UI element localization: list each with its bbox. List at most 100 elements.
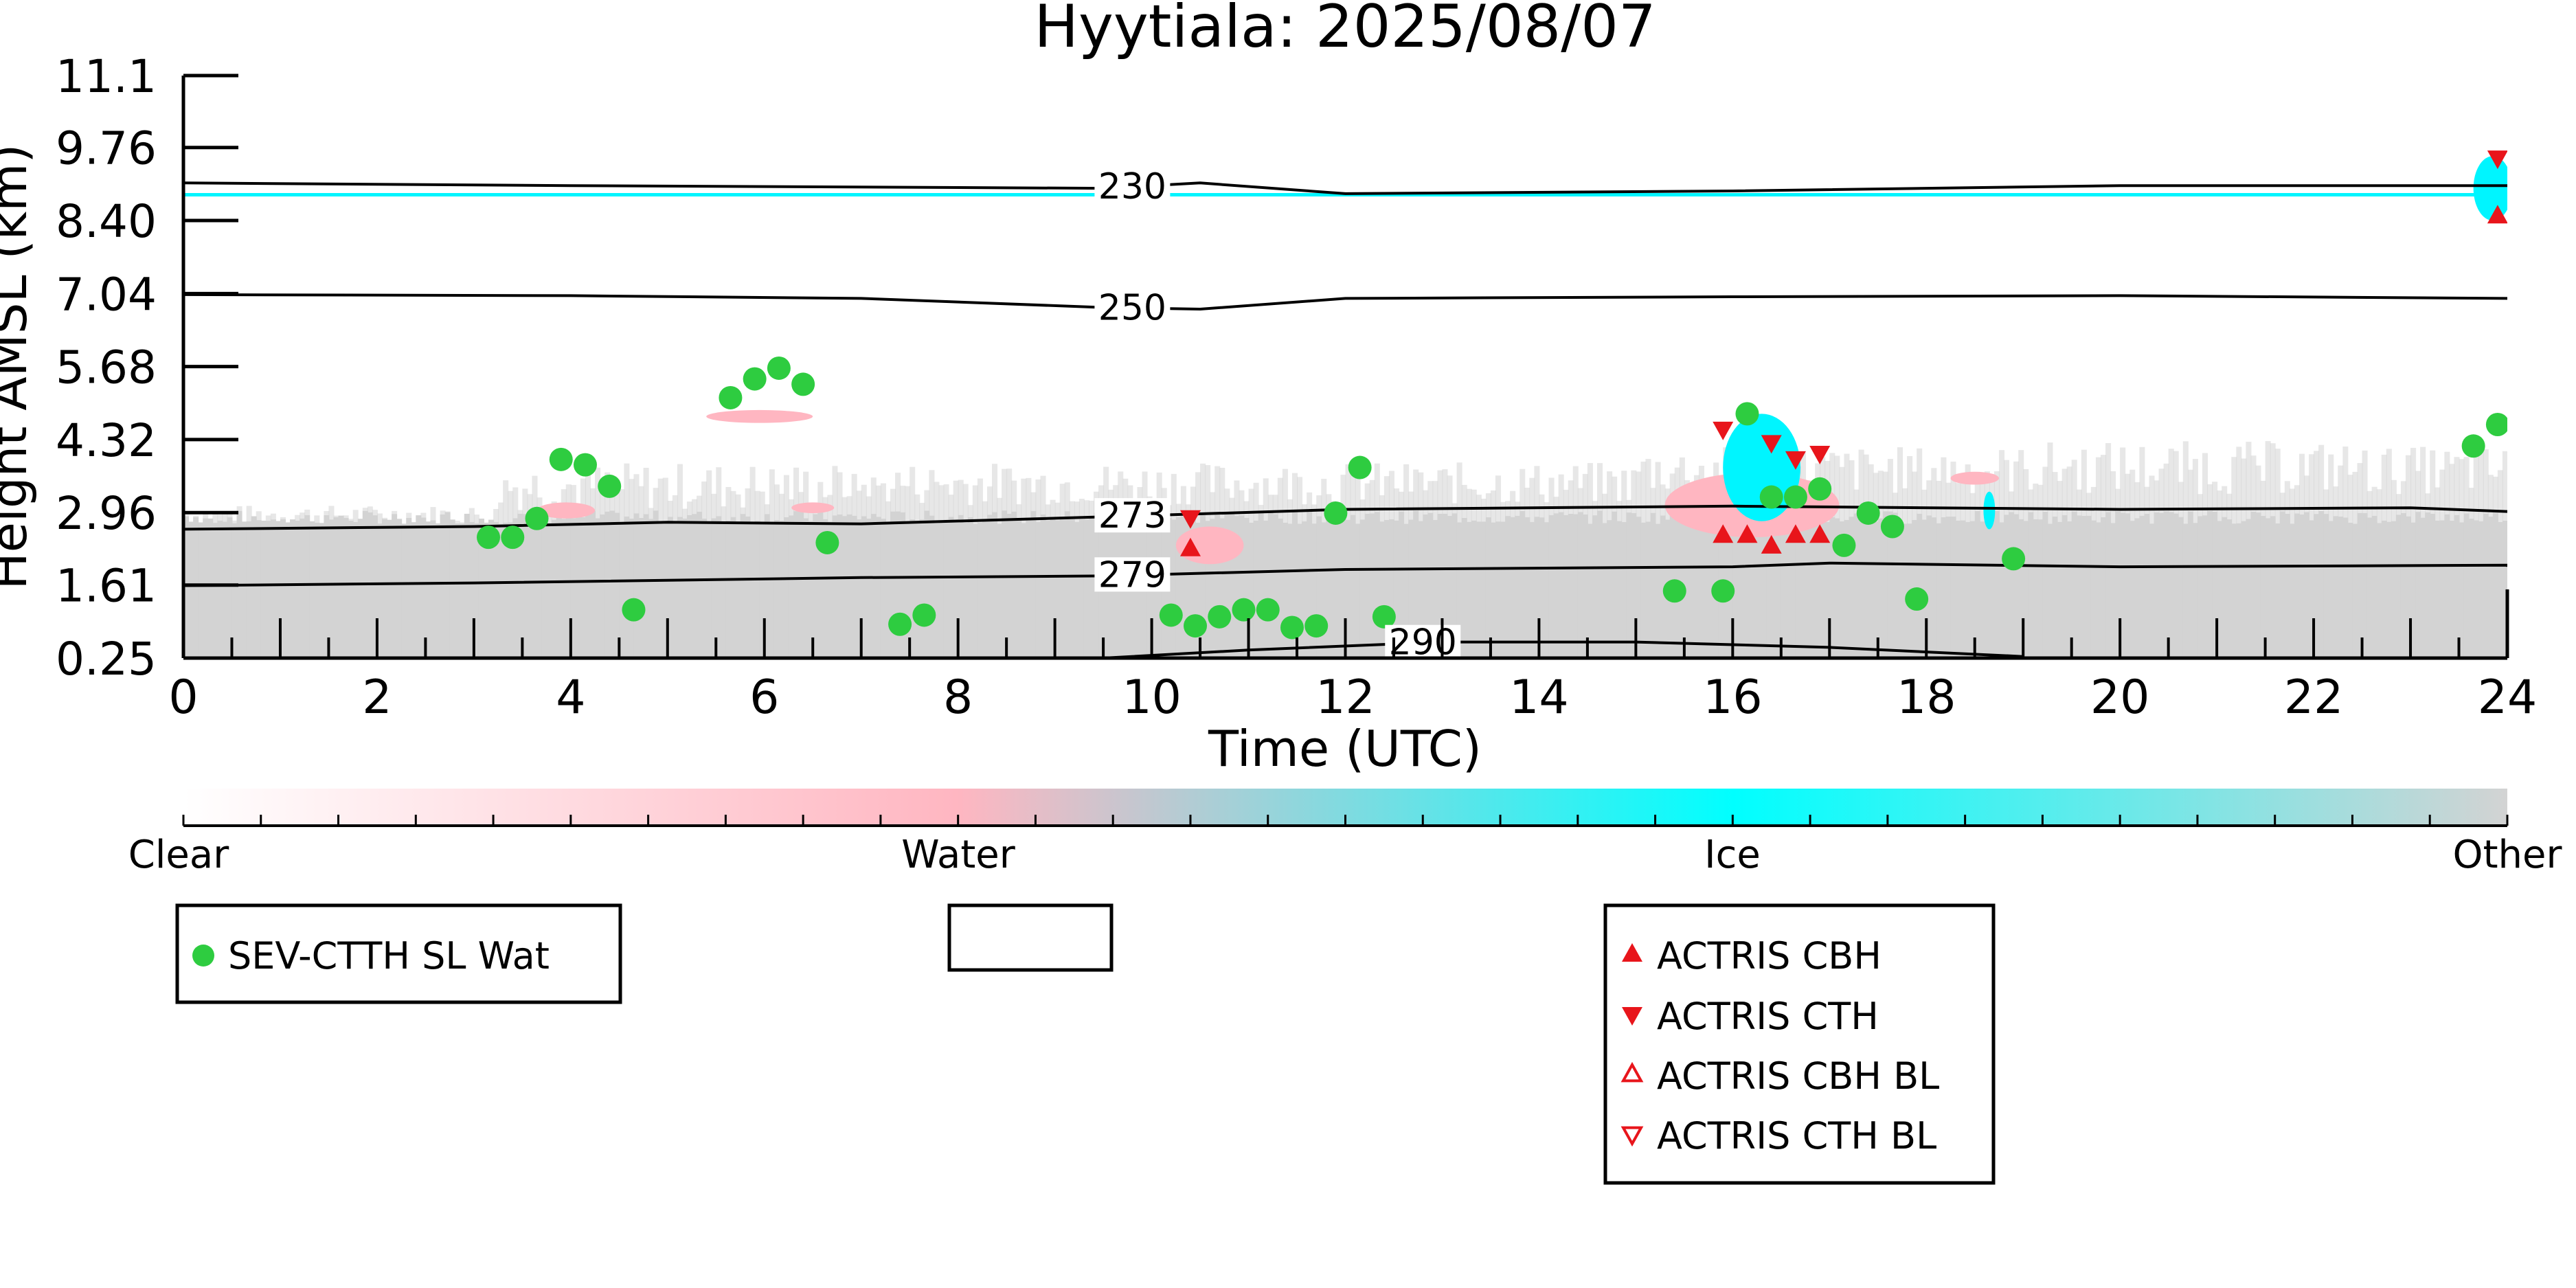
x-tick-label: 6 [749,670,779,725]
other-fill-column [444,512,451,658]
other-fill-column [493,521,499,658]
other-speckle-column [759,491,765,523]
other-fill-column [2444,514,2450,658]
other-fill-column [2487,517,2494,658]
other-fill-column [1742,511,1748,658]
other-fill-column [1621,521,1627,658]
other-speckle-column [783,475,789,517]
other-speckle-column [1461,484,1467,518]
colorbar-label-clear: Clear [128,833,229,877]
other-speckle-column [1054,502,1061,521]
other-fill-column [938,521,945,658]
other-fill-column [2076,515,2082,658]
other-fill-column [2129,521,2136,658]
sev-ctth-point [1348,455,1372,479]
other-fill-column [392,514,398,658]
water-cloud-patch [1950,471,1999,485]
other-speckle-column [1882,471,1888,512]
other-fill-column [1258,510,1264,658]
other-fill-column [1771,511,1777,658]
other-speckle-column [1078,499,1085,520]
other-fill-column [1882,511,1888,658]
other-speckle-column [624,463,630,517]
other-fill-column [290,519,296,658]
other-speckle-column [1447,475,1453,516]
x-axis-label: Time (UTC) [1208,720,1482,778]
other-speckle-column [1418,472,1424,521]
other-speckle-column [875,485,881,517]
other-speckle-column [2362,450,2368,513]
other-speckle-column [2187,469,2193,512]
other-fill-column [309,521,315,658]
other-speckle-column [1636,471,1642,517]
other-fill-column [270,519,276,658]
sev-ctth-point [1832,533,1856,557]
other-fill-column [2468,519,2474,658]
x-tick-label: 18 [1897,670,1956,725]
other-speckle-column [890,488,896,512]
other-fill-column [605,511,611,658]
other-fill-column [943,519,949,658]
other-fill-column [749,522,756,658]
other-speckle-column [2066,466,2072,521]
other-fill-column [2212,511,2218,658]
other-speckle-column [2487,475,2494,517]
other-speckle-column [2250,455,2257,512]
other-speckle-column [1490,490,1496,523]
other-speckle-column [2090,486,2097,521]
other-speckle-column [711,493,717,519]
other-fill-column [1510,517,1516,658]
other-speckle-column [600,486,606,515]
other-speckle-column [948,495,954,517]
other-fill-column [1926,515,1932,658]
sev-ctth-point [1372,605,1396,629]
other-speckle-column [1040,475,1046,515]
other-speckle-column [2009,491,2015,512]
other-speckle-column [1026,477,1032,519]
other-fill-column [275,521,281,658]
other-fill-column [1781,511,1787,658]
other-speckle-column [798,492,804,512]
other-speckle-column [580,478,586,517]
other-fill-column [241,521,247,658]
other-fill-column [1190,514,1197,658]
other-speckle-column [2047,442,2053,524]
other-speckle-column [1839,466,1845,522]
other-fill-column [183,516,190,658]
other-fill-column [585,515,591,658]
other-fill-column [1534,517,1540,658]
other-fill-column [740,514,746,658]
other-fill-column [1388,519,1394,658]
other-speckle-column [1917,448,1923,514]
other-fill-column [1529,521,1535,658]
legend-actris-cth-label: ACTRIS CTH [1657,995,1879,1038]
other-fill-column [1175,517,1182,658]
other-fill-column [2023,521,2029,658]
x-tick-label: 22 [2284,670,2344,725]
other-speckle-column [256,511,262,521]
other-fill-column [2061,515,2068,658]
other-fill-column [895,511,901,658]
other-fill-column [2105,512,2112,658]
other-fill-column [1931,517,1937,658]
other-fill-column [401,523,407,658]
sev-ctth-point [1159,603,1183,627]
other-fill-column [686,515,693,658]
other-speckle-column [992,464,998,512]
other-fill-column [1054,520,1061,658]
y-tick-label: 4.32 [56,414,157,467]
other-speckle-column [1142,471,1148,515]
other-speckle-column [681,508,688,519]
other-fill-column [1272,514,1278,658]
other-fill-column [657,521,664,658]
other-speckle-column [1485,493,1491,518]
other-speckle-column [686,501,693,515]
other-fill-column [1088,518,1095,658]
other-fill-column [387,519,393,658]
other-fill-column [600,514,606,658]
other-fill-column [1476,521,1482,658]
other-speckle-column [2125,473,2131,514]
other-fill-column [1451,513,1458,658]
other-speckle-column [1035,479,1041,522]
other-fill-column [595,518,601,658]
